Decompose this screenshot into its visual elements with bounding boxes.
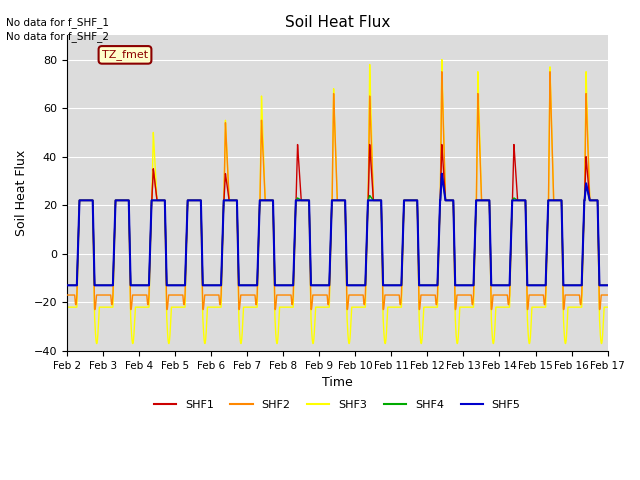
- Line: SHF3: SHF3: [67, 60, 607, 344]
- SHF5: [63, 282, 70, 288]
- SHF4: [604, 282, 611, 288]
- SHF4: [438, 171, 445, 177]
- Line: SHF4: SHF4: [67, 174, 607, 285]
- Legend: SHF1, SHF2, SHF3, SHF4, SHF5: SHF1, SHF2, SHF3, SHF4, SHF5: [149, 396, 525, 415]
- SHF1: [458, 282, 466, 288]
- SHF1: [581, 187, 589, 192]
- Title: Soil Heat Flux: Soil Heat Flux: [285, 15, 390, 30]
- SHF1: [604, 282, 611, 288]
- SHF1: [474, 197, 481, 203]
- SHF4: [458, 282, 466, 288]
- SHF5: [438, 171, 445, 177]
- SHF4: [319, 282, 326, 288]
- SHF2: [575, 292, 582, 298]
- SHF3: [438, 57, 445, 62]
- SHF3: [604, 304, 611, 310]
- Text: No data for f_SHF_2: No data for f_SHF_2: [6, 31, 109, 42]
- SHF1: [294, 142, 301, 147]
- SHF2: [474, 118, 481, 123]
- SHF3: [319, 304, 326, 310]
- SHF2: [458, 292, 466, 298]
- SHF1: [63, 282, 70, 288]
- SHF2: [271, 307, 279, 312]
- SHF3: [273, 341, 281, 347]
- SHF5: [581, 193, 589, 199]
- SHF3: [581, 159, 589, 165]
- SHF3: [575, 304, 582, 310]
- Y-axis label: Soil Heat Flux: Soil Heat Flux: [15, 150, 28, 236]
- Line: SHF5: SHF5: [67, 174, 607, 285]
- SHF3: [246, 304, 254, 310]
- SHF5: [575, 282, 582, 288]
- SHF2: [581, 166, 589, 171]
- SHF4: [581, 193, 589, 199]
- SHF1: [575, 282, 582, 288]
- SHF5: [246, 282, 254, 288]
- SHF2: [604, 292, 611, 298]
- SHF5: [474, 197, 481, 203]
- SHF5: [458, 282, 466, 288]
- SHF2: [63, 292, 70, 298]
- SHF4: [575, 282, 582, 288]
- SHF1: [246, 282, 254, 288]
- SHF4: [246, 282, 254, 288]
- Line: SHF2: SHF2: [67, 72, 607, 310]
- SHF4: [63, 282, 70, 288]
- SHF2: [438, 69, 445, 74]
- SHF3: [458, 304, 466, 310]
- Text: No data for f_SHF_1: No data for f_SHF_1: [6, 17, 109, 28]
- X-axis label: Time: Time: [322, 376, 353, 389]
- SHF3: [63, 304, 70, 310]
- SHF5: [319, 282, 326, 288]
- Text: TZ_fmet: TZ_fmet: [102, 49, 148, 60]
- SHF5: [604, 282, 611, 288]
- SHF2: [246, 292, 254, 298]
- SHF2: [319, 292, 326, 298]
- Line: SHF1: SHF1: [67, 144, 607, 285]
- SHF3: [474, 101, 481, 107]
- SHF4: [474, 197, 481, 203]
- SHF1: [319, 282, 326, 288]
